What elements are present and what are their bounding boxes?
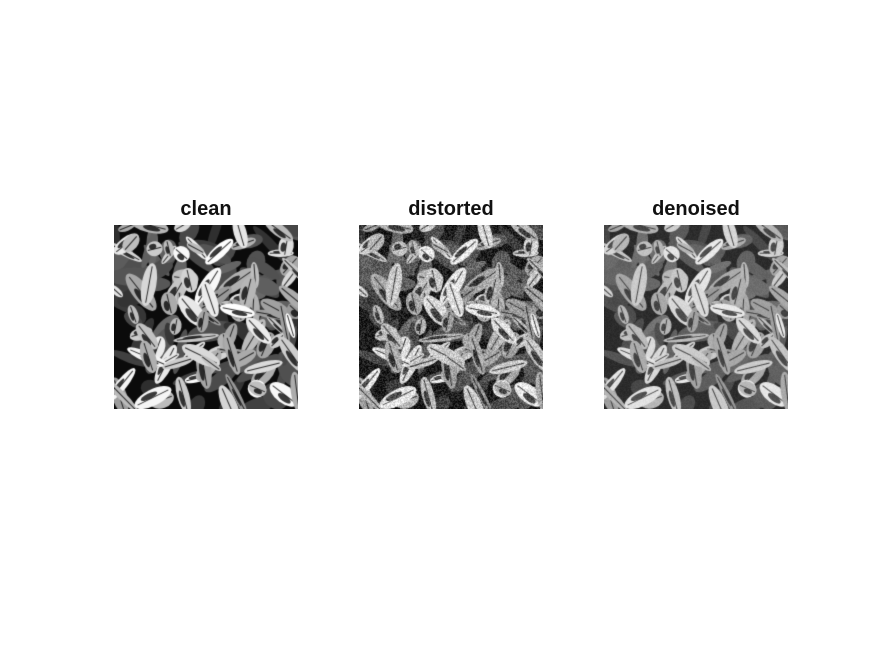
clean-image (114, 225, 298, 409)
panel-clean: clean (114, 196, 298, 409)
panel-denoised: denoised (604, 196, 788, 409)
panel-title: denoised (652, 198, 740, 220)
distorted-image (359, 225, 543, 409)
panel-title: clean (180, 198, 232, 220)
panel-title: distorted (408, 198, 494, 220)
panel-distorted: distorted (359, 196, 543, 409)
denoised-image (604, 225, 788, 409)
